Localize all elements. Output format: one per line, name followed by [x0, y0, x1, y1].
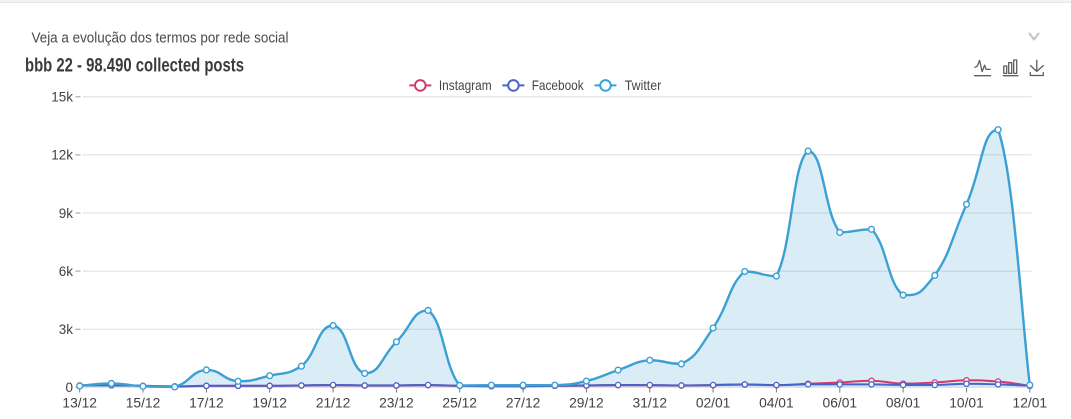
svg-text:12k: 12k: [51, 148, 73, 163]
svg-text:31/12: 31/12: [633, 396, 668, 411]
svg-text:0: 0: [65, 380, 73, 395]
svg-text:12/01: 12/01: [1013, 396, 1048, 411]
svg-text:15k: 15k: [51, 90, 73, 105]
svg-text:21/12: 21/12: [316, 396, 351, 411]
svg-text:9k: 9k: [59, 206, 74, 221]
svg-text:29/12: 29/12: [569, 396, 604, 411]
svg-text:10/01: 10/01: [949, 396, 984, 411]
svg-text:27/12: 27/12: [506, 396, 541, 411]
svg-text:Facebook: Facebook: [532, 77, 585, 93]
svg-text:bbb 22 - 98.490 collected post: bbb 22 - 98.490 collected posts: [25, 56, 244, 77]
svg-text:6k: 6k: [59, 264, 74, 279]
svg-text:Instagram: Instagram: [439, 77, 492, 93]
svg-text:17/12: 17/12: [189, 396, 224, 411]
svg-text:08/01: 08/01: [886, 396, 921, 411]
svg-text:15/12: 15/12: [126, 396, 161, 411]
svg-text:19/12: 19/12: [252, 396, 287, 411]
svg-text:3k: 3k: [59, 322, 74, 337]
svg-text:25/12: 25/12: [442, 396, 477, 411]
svg-text:04/01: 04/01: [759, 396, 794, 411]
svg-text:Twitter: Twitter: [625, 77, 662, 93]
svg-text:02/01: 02/01: [696, 396, 731, 411]
svg-text:23/12: 23/12: [379, 396, 414, 411]
svg-text:06/01: 06/01: [823, 396, 858, 411]
svg-text:Veja a evolução dos termos por: Veja a evolução dos termos por rede soci…: [32, 31, 289, 47]
svg-text:13/12: 13/12: [62, 396, 97, 411]
